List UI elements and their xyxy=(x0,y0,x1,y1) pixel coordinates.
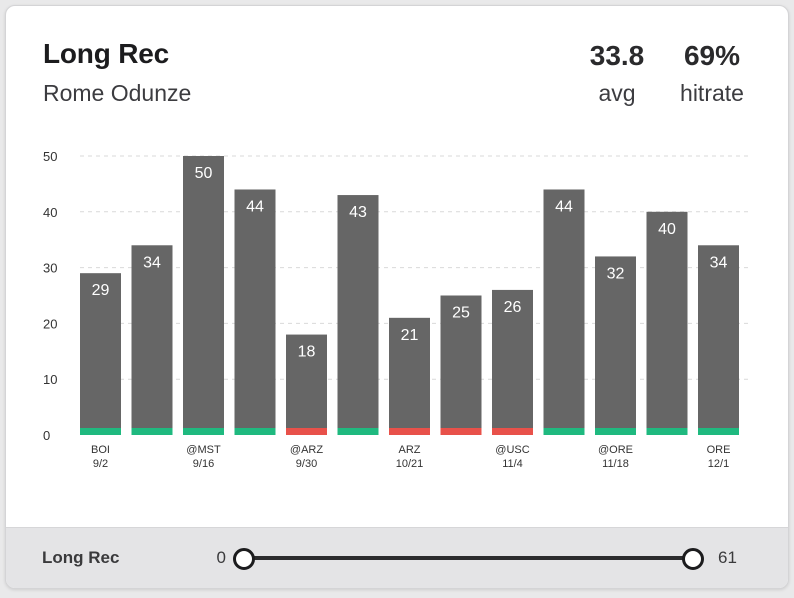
filter-label: Long Rec xyxy=(42,548,120,567)
bar-result-strip-10 xyxy=(595,428,636,435)
bar-value-label-10: 32 xyxy=(607,265,625,282)
bar-value-label-12: 34 xyxy=(710,254,728,271)
game-log-bar-chart: 0 10 20 30 40 50 29 BOI 9/2 34 50 @MST 9/16 44 18 @ARZ 9… xyxy=(43,149,751,470)
y-tick-label-20: 20 xyxy=(43,316,57,331)
bar-2 xyxy=(183,156,224,435)
range-slider-track[interactable] xyxy=(243,556,693,560)
bar-result-strip-12 xyxy=(698,428,739,435)
range-filter-bar: Long Rec 0 61 xyxy=(6,527,788,588)
bar-3 xyxy=(234,189,276,435)
x-tick-date-6: 10/21 xyxy=(396,458,424,470)
avg-label: avg xyxy=(598,80,636,106)
x-tick-date-4: 9/30 xyxy=(296,458,317,470)
bar-8 xyxy=(492,289,533,435)
range-max-value: 61 xyxy=(718,548,737,567)
bar-10 xyxy=(595,256,636,435)
x-tick-opponent-10: @ORE xyxy=(598,444,633,456)
bar-7 xyxy=(440,295,482,435)
bar-0 xyxy=(80,273,121,435)
range-slider-max-handle[interactable] xyxy=(682,548,704,570)
avg-value: 33.8 xyxy=(589,40,645,71)
bar-9 xyxy=(543,189,585,435)
bar-value-label-0: 29 xyxy=(92,282,110,299)
x-tick-date-0: 9/2 xyxy=(93,458,108,470)
bar-result-strip-4 xyxy=(286,428,327,435)
bar-value-label-11: 40 xyxy=(658,221,676,238)
bar-value-label-6: 21 xyxy=(401,327,419,344)
player-name: Rome Odunze xyxy=(43,80,192,106)
x-tick-date-8: 11/4 xyxy=(502,458,523,470)
bar-result-strip-6 xyxy=(389,428,430,435)
x-tick-opponent-6: ARZ xyxy=(399,444,421,456)
bar-value-label-4: 18 xyxy=(298,344,316,361)
x-tick-date-12: 12/1 xyxy=(708,458,729,470)
x-tick-opponent-12: ORE xyxy=(707,444,731,456)
bar-5 xyxy=(337,195,379,435)
bar-value-label-8: 26 xyxy=(504,299,522,316)
bar-4 xyxy=(286,334,327,435)
range-slider-min-handle[interactable] xyxy=(233,548,255,570)
bar-1 xyxy=(131,245,173,435)
hitrate-label: hitrate xyxy=(680,80,744,106)
bar-result-strip-9 xyxy=(543,428,585,435)
y-tick-label-40: 40 xyxy=(43,205,57,220)
bar-result-strip-7 xyxy=(440,428,482,435)
bar-result-strip-1 xyxy=(131,428,173,435)
long-rec-card: Long Rec Rome Odunze 33.8 avg 69% hitrat… xyxy=(5,5,789,589)
bar-result-strip-5 xyxy=(337,428,379,435)
x-tick-opponent-4: @ARZ xyxy=(290,444,323,456)
x-tick-opponent-0: BOI xyxy=(91,444,110,456)
x-tick-opponent-2: @MST xyxy=(186,444,221,456)
y-tick-label-10: 10 xyxy=(43,372,57,387)
stat-title: Long Rec xyxy=(43,38,169,69)
bar-value-label-5: 43 xyxy=(349,204,367,221)
y-tick-label-30: 30 xyxy=(43,261,57,276)
bar-result-strip-11 xyxy=(646,428,688,435)
y-tick-label-50: 50 xyxy=(43,149,57,164)
x-tick-date-2: 9/16 xyxy=(193,458,214,470)
bar-11 xyxy=(646,211,688,435)
bar-value-label-9: 44 xyxy=(555,198,573,215)
hitrate-stat: 69% hitrate xyxy=(666,40,758,107)
bar-result-strip-8 xyxy=(492,428,533,435)
x-tick-date-10: 11/18 xyxy=(602,458,629,470)
bar-6 xyxy=(389,317,430,435)
bar-result-strip-2 xyxy=(183,428,224,435)
bar-result-strip-3 xyxy=(234,428,276,435)
avg-stat: 33.8 avg xyxy=(576,40,658,107)
bar-value-label-1: 34 xyxy=(143,254,161,271)
hitrate-value: 69% xyxy=(683,40,741,71)
bar-value-label-2: 50 xyxy=(195,165,213,182)
bar-12 xyxy=(698,245,739,435)
x-tick-opponent-8: @USC xyxy=(495,444,529,456)
bar-value-label-7: 25 xyxy=(452,305,470,322)
bar-result-strip-0 xyxy=(80,428,121,435)
bar-value-label-3: 44 xyxy=(246,198,264,215)
y-tick-label-0: 0 xyxy=(43,428,50,443)
range-min-value: 0 xyxy=(216,548,226,567)
